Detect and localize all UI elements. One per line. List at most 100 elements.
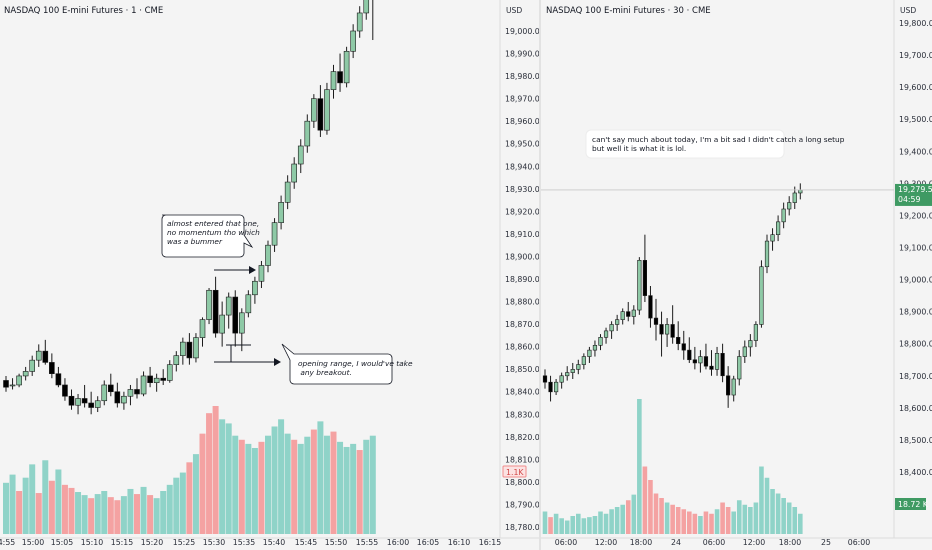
volume-bar bbox=[714, 509, 720, 534]
candle-bearish bbox=[317, 98, 324, 131]
chart-1min-svg[interactable]: NASDAQ 100 E-mini Futures · 1 · CME USD 19… bbox=[0, 0, 539, 550]
y-tick-label: 18,400.00 bbox=[899, 468, 932, 477]
volume-bar bbox=[16, 490, 23, 534]
candle-bullish bbox=[22, 371, 29, 377]
y-tick-label: 18,840.00 bbox=[505, 388, 539, 397]
candle-bearish bbox=[648, 295, 653, 319]
candle-bullish bbox=[781, 208, 786, 223]
y-tick-label: 18,900.00 bbox=[899, 308, 932, 317]
candle-bullish bbox=[180, 341, 186, 356]
volume-bar bbox=[68, 487, 75, 534]
volume-bar bbox=[278, 419, 285, 534]
x-tick-label: 25 bbox=[821, 538, 831, 547]
candle-bullish bbox=[615, 319, 620, 325]
note-callout-2[interactable] bbox=[281, 343, 393, 385]
volume-bar bbox=[265, 435, 271, 534]
volume-bar bbox=[343, 446, 350, 534]
volume-bar bbox=[330, 431, 337, 534]
volume-bar bbox=[48, 480, 55, 534]
candle-bullish bbox=[239, 312, 245, 334]
chart-pane-1min[interactable]: NASDAQ 100 E-mini Futures · 1 · CME USD 19… bbox=[0, 0, 539, 550]
volume-bar bbox=[363, 439, 370, 534]
candle-bullish bbox=[153, 377, 160, 384]
candle-bullish bbox=[166, 364, 173, 381]
candle-bullish bbox=[609, 324, 614, 332]
x-tick-label: 15:00 bbox=[22, 538, 45, 547]
candle-bearish bbox=[3, 380, 9, 388]
note-callout-3[interactable] bbox=[585, 129, 785, 159]
candle-bullish bbox=[748, 340, 753, 348]
candle-bearish bbox=[642, 260, 647, 296]
volume-bar bbox=[107, 497, 114, 534]
volume-bar bbox=[22, 477, 29, 534]
x-tick-label: 14:55 bbox=[0, 538, 15, 547]
y-tick-label: 18,960.00 bbox=[505, 117, 539, 126]
volume-bar bbox=[775, 493, 781, 534]
candle-bullish bbox=[245, 294, 252, 314]
candle-bearish bbox=[160, 377, 166, 381]
candle-bullish bbox=[75, 398, 81, 406]
y-tick-label: 18,980.00 bbox=[505, 72, 539, 81]
candle-bearish bbox=[653, 317, 659, 325]
volume-bar bbox=[587, 517, 592, 534]
volume-bar bbox=[179, 472, 186, 534]
volume-bar bbox=[310, 429, 317, 534]
volume-bar bbox=[542, 511, 548, 534]
volume-bar bbox=[725, 507, 731, 534]
note-callout-1[interactable] bbox=[161, 214, 254, 258]
volume-bar bbox=[753, 502, 759, 534]
candle-bearish bbox=[49, 362, 55, 374]
candle-bullish bbox=[199, 319, 206, 338]
candle-bearish bbox=[626, 311, 631, 317]
candle-bullish bbox=[291, 163, 298, 183]
volume-bar bbox=[798, 513, 803, 534]
candle-bullish bbox=[16, 375, 22, 386]
candle-bearish bbox=[709, 365, 714, 370]
volume-bar bbox=[681, 509, 687, 534]
y-tick-label: 18,780.00 bbox=[505, 523, 539, 532]
candle-bullish bbox=[565, 372, 570, 377]
chart-30min-svg[interactable]: NASDAQ 100 E-mini Futures · 30 · CME USD 1… bbox=[541, 0, 932, 550]
volume-bar bbox=[598, 511, 603, 534]
candle-bullish bbox=[787, 202, 792, 210]
y-tick-label: 18,990.00 bbox=[505, 50, 539, 59]
volume-bar bbox=[675, 507, 681, 534]
x-tick-label: 18:00 bbox=[779, 538, 802, 547]
candle-bullish bbox=[665, 324, 670, 335]
y-tick-label: 18,900.00 bbox=[505, 252, 539, 261]
chart-title: NASDAQ 100 E-mini Futures · 30 · CME bbox=[546, 6, 711, 16]
y-tick-label: 18,790.00 bbox=[505, 500, 539, 509]
note-text-2: opening range, I would've take any break… bbox=[298, 359, 413, 377]
candle-bullish bbox=[140, 375, 147, 395]
volume-bar bbox=[271, 426, 278, 534]
candle-bullish bbox=[587, 349, 592, 357]
volume-bar bbox=[258, 441, 265, 534]
y-tick-label: 19,000.00 bbox=[505, 27, 539, 36]
y-tick-label: 18,860.00 bbox=[505, 343, 539, 352]
candle-bearish bbox=[81, 398, 88, 404]
volume-bar bbox=[709, 513, 714, 534]
volume-bar bbox=[3, 482, 9, 534]
x-tick-label: 06:00 bbox=[703, 538, 726, 547]
volume-bar bbox=[75, 492, 82, 534]
volume-bar bbox=[186, 462, 193, 534]
volume-bar bbox=[748, 507, 753, 534]
volume-value-tag bbox=[502, 465, 527, 478]
x-tick-label: 16:00 bbox=[387, 538, 410, 547]
volume-bar bbox=[356, 450, 363, 534]
volume-bar bbox=[304, 436, 311, 534]
candle-bullish bbox=[603, 330, 609, 338]
candle-bearish bbox=[687, 349, 692, 361]
candle-bullish bbox=[193, 337, 199, 359]
y-tick-label: 18,820.00 bbox=[505, 433, 539, 442]
volume-bar bbox=[792, 507, 798, 534]
y-tick-label: 18,890.00 bbox=[505, 275, 539, 284]
x-tick-label: 15:25 bbox=[173, 538, 196, 547]
y-tick-label: 18,700.00 bbox=[899, 372, 932, 381]
chart-pane-30min[interactable]: NASDAQ 100 E-mini Futures · 30 · CME USD 1… bbox=[541, 0, 932, 550]
volume-bar bbox=[576, 513, 581, 534]
pane-divider[interactable] bbox=[539, 0, 541, 550]
volume-bar bbox=[147, 495, 154, 534]
volume-bar bbox=[670, 504, 675, 534]
candle-bearish bbox=[55, 373, 62, 386]
